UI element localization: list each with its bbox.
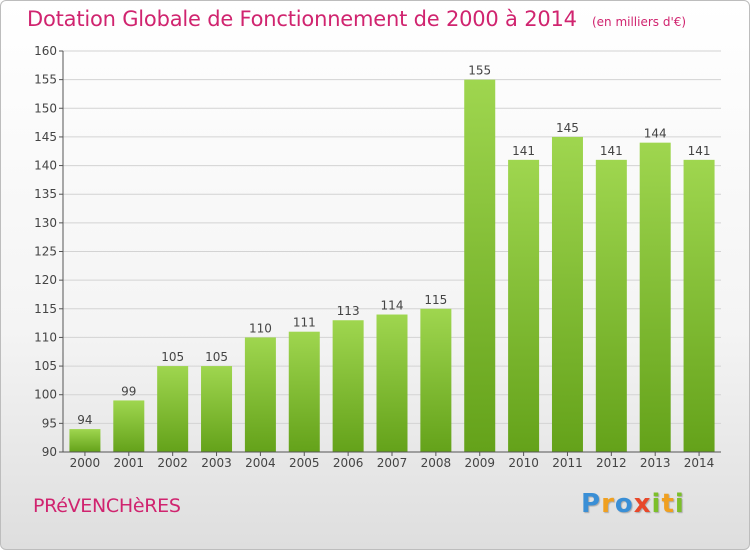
x-tick-label: 2002 — [157, 456, 188, 470]
y-tick-label: 160 — [34, 44, 57, 58]
bar-value-label: 94 — [77, 413, 92, 427]
logo-letter: x — [633, 489, 652, 519]
x-tick-label: 2003 — [201, 456, 232, 470]
bar-value-label: 115 — [424, 293, 447, 307]
logo-letter: o — [614, 489, 634, 519]
bar-value-label: 141 — [600, 144, 623, 158]
bar-value-label: 105 — [205, 350, 228, 364]
axes: 90 95 100 105 110 115 120 125 130 135 140 145 150 155… — [34, 44, 721, 470]
y-tick-label: 115 — [34, 302, 57, 316]
y-tick-label: 135 — [34, 187, 57, 201]
title-row: Dotation Globale de Fonctionnement de 20… — [27, 7, 686, 31]
x-tick-label: 2009 — [464, 456, 495, 470]
y-tick-label: 90 — [42, 445, 57, 459]
y-tick-label: 125 — [34, 245, 57, 259]
y-tick-label: 130 — [34, 216, 57, 230]
bar-2009 — [464, 79, 496, 453]
bar-2002 — [157, 366, 189, 452]
bar-2008 — [420, 308, 452, 452]
bar-value-label: 113 — [337, 304, 360, 318]
x-tick-label: 2000 — [70, 456, 101, 470]
town-name: PRéVENCHèRES — [33, 495, 181, 517]
bar-value-label: 144 — [644, 127, 667, 141]
logo-letter: P — [581, 489, 602, 519]
logo-letter: t — [661, 489, 675, 519]
x-tick-label: 2001 — [114, 456, 145, 470]
bar-2001 — [113, 400, 145, 452]
bars: 94 99 105 105 110 111 113 114 115 155 141 145 141 144… — [69, 64, 715, 453]
y-tick-label: 145 — [34, 130, 57, 144]
y-tick-label: 105 — [34, 359, 57, 373]
y-tick-label: 120 — [34, 273, 57, 287]
bar-2004 — [244, 337, 276, 452]
bar-value-label: 141 — [512, 144, 535, 158]
y-tick-label: 100 — [34, 388, 57, 402]
bar-2012 — [595, 159, 627, 453]
chart-title: Dotation Globale de Fonctionnement de 20… — [27, 7, 577, 31]
bar-2011 — [551, 136, 583, 452]
logo-letter: i — [674, 489, 685, 519]
y-tick-label: 140 — [34, 159, 57, 173]
bar-2003 — [201, 366, 233, 452]
x-tick-label: 2007 — [377, 456, 408, 470]
x-tick-label: 2008 — [421, 456, 452, 470]
x-tick-label: 2011 — [552, 456, 583, 470]
bar-2007 — [376, 314, 408, 452]
x-tick-label: 2005 — [289, 456, 320, 470]
y-tick-label: 155 — [34, 73, 57, 87]
proxiti-logo[interactable]: Proxiti — [581, 489, 685, 519]
bar-2005 — [288, 331, 320, 452]
x-tick-label: 2004 — [245, 456, 276, 470]
y-tick-label: 150 — [34, 101, 57, 115]
bar-value-label: 105 — [161, 350, 184, 364]
bar-value-label: 141 — [688, 144, 711, 158]
y-tick-label: 110 — [34, 330, 57, 344]
chart-subtitle: (en milliers d'€) — [591, 15, 687, 29]
x-tick-label: 2010 — [508, 456, 539, 470]
bar-value-label: 145 — [556, 121, 579, 135]
bar-value-label: 114 — [381, 299, 404, 313]
bar-2000 — [69, 429, 101, 452]
x-tick-label: 2013 — [640, 456, 671, 470]
x-tick-label: 2006 — [333, 456, 364, 470]
logo-letter: r — [601, 489, 615, 519]
y-tick-label: 95 — [42, 416, 57, 430]
bar-2013 — [639, 142, 671, 452]
x-tick-label: 2012 — [596, 456, 627, 470]
bar-2010 — [508, 159, 540, 453]
bar-value-label: 99 — [121, 384, 136, 398]
bar-value-label: 111 — [293, 316, 316, 330]
x-tick-label: 2014 — [684, 456, 715, 470]
bar-2014 — [683, 159, 715, 453]
bar-2006 — [332, 320, 364, 452]
bar-value-label: 155 — [468, 64, 491, 78]
bar-value-label: 110 — [249, 321, 272, 335]
logo-letter: i — [651, 489, 662, 519]
